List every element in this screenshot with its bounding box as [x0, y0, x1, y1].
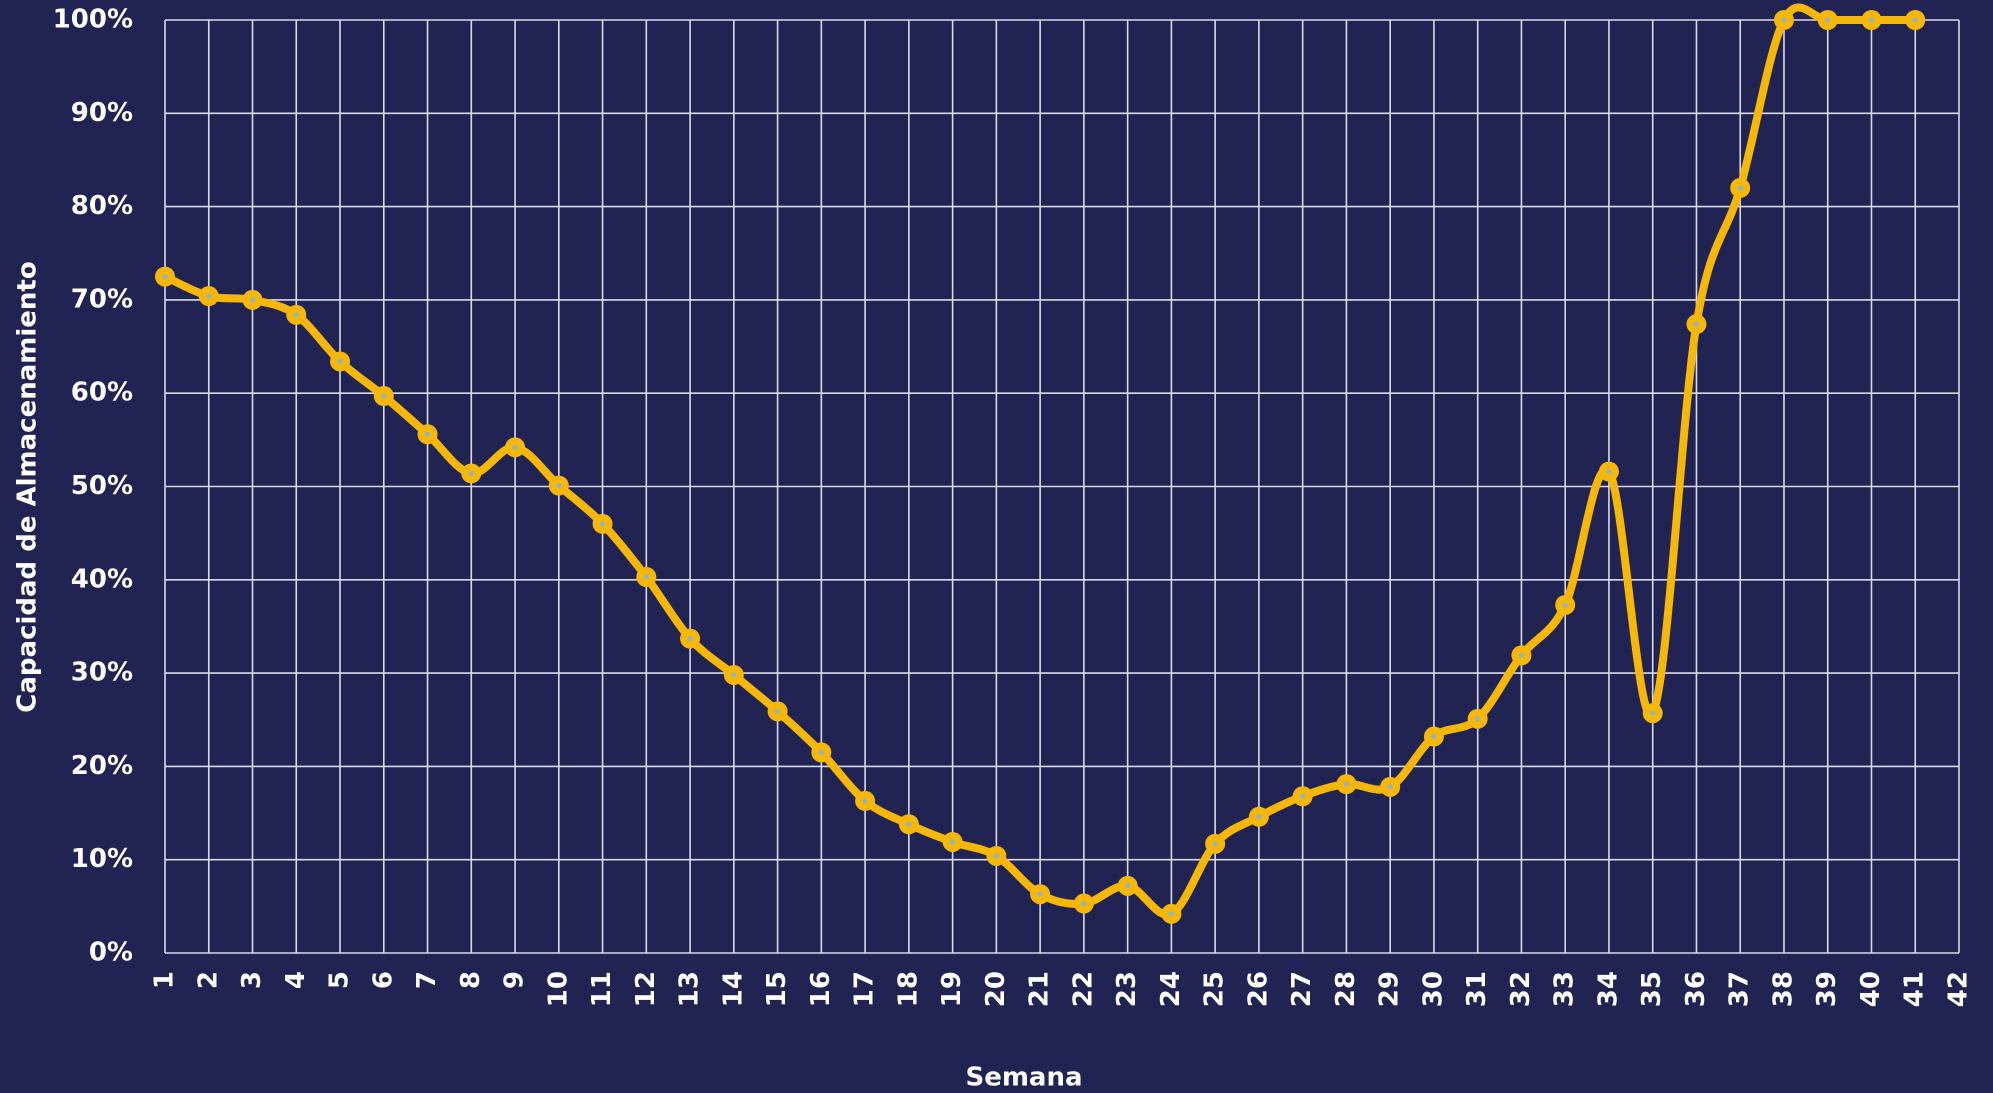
marker-center [1081, 901, 1087, 907]
y-tick-label: 10% [71, 844, 133, 874]
marker-center [1562, 602, 1568, 608]
marker-center [1825, 17, 1831, 23]
marker-center [687, 636, 693, 642]
marker-center [1125, 883, 1131, 889]
marker-center [1912, 17, 1918, 23]
marker-center [206, 293, 212, 299]
x-tick-label: 28 [1331, 971, 1361, 1007]
x-tick-label: 41 [1900, 971, 1930, 1007]
marker-center [1737, 185, 1743, 191]
x-tick-label: 1 [150, 971, 180, 989]
marker-center [468, 470, 474, 476]
marker-center [906, 821, 912, 827]
marker-center [1650, 710, 1656, 716]
x-tick-label: 21 [1025, 971, 1055, 1007]
x-tick-label: 19 [937, 971, 967, 1007]
marker-center [818, 749, 824, 755]
x-tick-label: 18 [893, 971, 923, 1007]
x-tick-label: 37 [1725, 971, 1755, 1007]
marker-center [1431, 734, 1437, 740]
x-tick-label: 31 [1462, 971, 1492, 1007]
y-tick-label: 20% [71, 751, 133, 781]
x-tick-label: 40 [1856, 971, 1886, 1007]
x-tick-label: 38 [1768, 971, 1798, 1007]
marker-center [1387, 784, 1393, 790]
marker-center [1606, 469, 1612, 475]
x-tick-label: 24 [1156, 971, 1186, 1007]
x-tick-label: 33 [1550, 971, 1580, 1007]
x-tick-label: 3 [237, 971, 267, 989]
y-axis-title: Capacidad de Almacenamiento [13, 261, 43, 712]
y-tick-label: 40% [71, 564, 133, 594]
marker-center [250, 297, 256, 303]
marker-center [556, 483, 562, 489]
marker-center [1300, 793, 1306, 799]
x-tick-label: 29 [1375, 971, 1405, 1007]
marker-center [600, 521, 606, 527]
x-tick-label: 26 [1243, 971, 1273, 1007]
marker-center [512, 444, 518, 450]
y-tick-label: 60% [71, 378, 133, 408]
x-tick-label: 10 [543, 971, 573, 1007]
marker-center [775, 708, 781, 714]
marker-center [862, 798, 868, 804]
marker-center [1518, 652, 1524, 658]
y-tick-label: 80% [71, 191, 133, 221]
marker-center [293, 312, 299, 318]
x-tick-label: 36 [1681, 971, 1711, 1007]
marker-center [643, 574, 649, 580]
y-tick-label: 30% [71, 658, 133, 688]
y-tick-label: 90% [71, 98, 133, 128]
marker-center [162, 274, 168, 280]
marker-center [1475, 716, 1481, 722]
x-tick-label: 7 [412, 971, 442, 989]
marker-center [1256, 814, 1262, 820]
marker-center [731, 672, 737, 678]
x-tick-label: 13 [675, 971, 705, 1007]
x-tick-label: 6 [368, 971, 398, 989]
marker-center [1693, 321, 1699, 327]
marker-center [1037, 891, 1043, 897]
x-tick-label: 23 [1112, 971, 1142, 1007]
x-tick-label: 9 [500, 971, 530, 989]
x-tick-label: 4 [281, 971, 311, 989]
y-tick-label: 50% [71, 471, 133, 501]
marker-center [950, 839, 956, 845]
x-tick-label: 2 [193, 971, 223, 989]
y-tick-label: 100% [53, 5, 133, 35]
marker-center [1212, 841, 1218, 847]
x-tick-label: 22 [1068, 971, 1098, 1007]
marker-center [1868, 17, 1874, 23]
x-tick-label: 16 [806, 971, 836, 1007]
x-tick-label: 12 [631, 971, 661, 1007]
x-tick-label: 20 [981, 971, 1011, 1007]
x-tick-label: 30 [1418, 971, 1448, 1007]
x-tick-label: 14 [718, 971, 748, 1007]
x-tick-label: 5 [325, 971, 355, 989]
x-axis-title: Semana [965, 1063, 1082, 1093]
x-tick-label: 8 [456, 971, 486, 989]
x-tick-label: 39 [1812, 971, 1842, 1007]
marker-center [425, 431, 431, 437]
x-tick-label: 25 [1200, 971, 1230, 1007]
y-tick-label: 70% [71, 284, 133, 314]
marker-center [1343, 781, 1349, 787]
marker-center [993, 853, 999, 859]
x-tick-label: 15 [762, 971, 792, 1007]
marker-center [1168, 911, 1174, 917]
x-tick-label: 42 [1944, 971, 1974, 1007]
x-tick-label: 17 [850, 971, 880, 1007]
y-tick-label: 0% [89, 938, 133, 968]
x-tick-label: 32 [1506, 971, 1536, 1007]
marker-center [337, 358, 343, 364]
x-tick-label: 27 [1287, 971, 1317, 1007]
marker-center [1781, 17, 1787, 23]
marker-center [381, 393, 387, 399]
x-tick-label: 35 [1637, 971, 1667, 1007]
x-tick-label: 34 [1593, 971, 1623, 1007]
x-tick-label: 11 [587, 971, 617, 1007]
